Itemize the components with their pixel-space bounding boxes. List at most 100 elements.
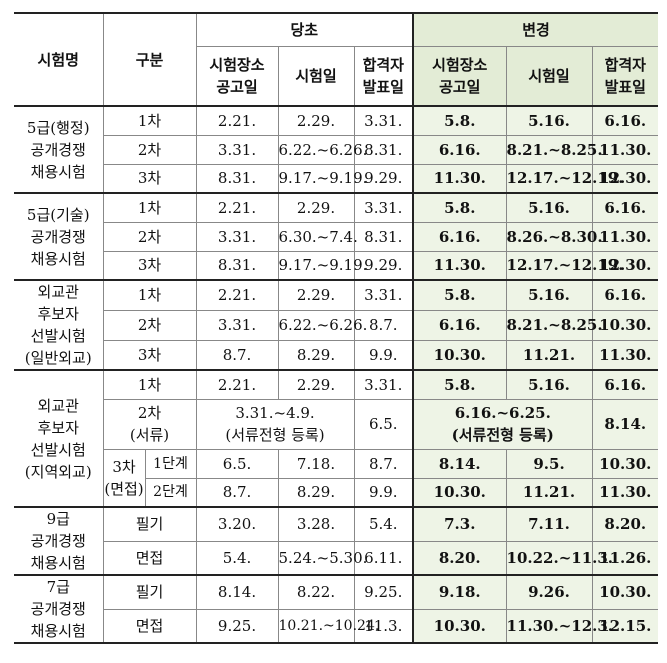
original-exam-cell: 8.29.	[277, 339, 355, 371]
header-changed-venue: 시험장소 공고일	[412, 45, 507, 107]
original-result-cell: 3.31.	[353, 369, 414, 400]
header-changed: 변경	[412, 12, 659, 47]
stage-cell: 2차 (서류)	[102, 398, 197, 450]
stage-cell: 1차	[102, 192, 197, 223]
original-venue-cell: 9.25.	[195, 608, 279, 644]
substage-cell: 1단계	[144, 448, 197, 479]
changed-result-cell: 12.15.	[591, 608, 659, 644]
group-name: 외교관 후보자 선발시험 (일반외교)	[14, 279, 104, 371]
changed-result-cell: 10.30.	[591, 309, 659, 341]
header-original-exam-date: 시험일	[277, 45, 355, 107]
changed-venue-cell: 5.8.	[412, 279, 507, 311]
changed-exam-cell: 5.16.	[505, 105, 593, 136]
stage-cell: 3차	[102, 339, 197, 371]
stage-cell: 2차	[102, 134, 197, 165]
original-exam-cell: 9.17.~9.19.	[277, 250, 367, 281]
original-result-cell: 3.31.	[353, 192, 414, 223]
stage-cell: 1차	[102, 369, 197, 400]
original-venue-cell: 3.31.	[195, 221, 279, 252]
stage-cell: 필기	[102, 574, 197, 610]
changed-exam-cell: 5.16.	[505, 369, 593, 400]
changed-exam-cell: 8.21.~8.25.	[505, 134, 603, 165]
changed-exam-cell: 5.16.	[505, 192, 593, 223]
original-exam-cell: 6.30.~7.4.	[277, 221, 358, 252]
original-venue-cell: 3.31.	[195, 134, 279, 165]
stage-cell: 2차	[102, 309, 197, 341]
original-merged-cell: 3.31.~4.9. (서류전형 등록)	[195, 398, 355, 450]
changed-exam-cell: 8.26.~8.30.	[505, 221, 603, 252]
original-venue-cell: 8.14.	[195, 574, 279, 610]
header-exam-name: 시험명	[14, 12, 104, 107]
original-exam-cell: 8.22.	[277, 574, 355, 610]
original-exam-cell: 7.18.	[277, 448, 355, 479]
changed-result-cell: 11.30.	[591, 339, 659, 371]
stage-cell: 2차	[102, 221, 197, 252]
stage-cell: 1차	[102, 105, 197, 136]
original-venue-cell: 2.21.	[195, 279, 279, 311]
changed-result-cell: 6.16.	[591, 105, 659, 136]
changed-exam-cell: 10.22.~11.3.	[505, 540, 613, 576]
original-result-cell: 5.4.	[353, 506, 414, 542]
original-venue-cell: 8.31.	[195, 250, 279, 281]
changed-exam-cell: 11.21.	[505, 339, 593, 371]
changed-venue-cell: 10.30.	[412, 608, 507, 644]
header-changed-result: 합격자 발표일	[591, 45, 659, 107]
header-original: 당초	[195, 12, 414, 47]
original-exam-cell: 6.22.~6.26.	[277, 309, 367, 341]
original-exam-cell: 2.29.	[277, 192, 355, 223]
substage-cell: 2단계	[144, 477, 197, 508]
changed-venue-cell: 10.30.	[412, 477, 507, 508]
changed-exam-cell: 12.17.~12.19.	[505, 250, 623, 281]
original-result-cell: 3.31.	[353, 279, 414, 311]
original-venue-cell: 2.21.	[195, 105, 279, 136]
original-result-cell: 9.9.	[353, 477, 414, 508]
changed-venue-cell: 10.30.	[412, 339, 507, 371]
changed-result-cell: 11.30.	[591, 221, 659, 252]
changed-exam-cell: 7.11.	[505, 506, 593, 542]
changed-result-cell: 11.30.	[591, 134, 659, 165]
changed-result-cell: 6.16.	[591, 369, 659, 400]
changed-exam-cell: 5.16.	[505, 279, 593, 311]
group-name: 9급 공개경쟁 채용시험	[14, 506, 104, 576]
changed-result-cell: 11.26.	[591, 540, 659, 576]
changed-result-cell: 10.30.	[591, 448, 659, 479]
changed-venue-cell: 6.16.	[412, 134, 507, 165]
changed-exam-cell: 11.21.	[505, 477, 593, 508]
original-result-cell: 9.9.	[353, 339, 414, 371]
changed-result-cell: 6.16.	[591, 192, 659, 223]
changed-venue-cell: 6.16.	[412, 309, 507, 341]
original-exam-cell: 9.17.~9.19.	[277, 163, 367, 194]
stage-cell: 면접	[102, 540, 197, 576]
group-name: 7급 공개경쟁 채용시험	[14, 574, 104, 644]
stage-cell: 면접	[102, 608, 197, 644]
changed-exam-cell: 11.30.~12.3.	[505, 608, 613, 644]
changed-venue-cell: 5.8.	[412, 105, 507, 136]
changed-merged-cell: 6.16.~6.25. (서류전형 등록)	[412, 398, 593, 450]
original-venue-cell: 3.20.	[195, 506, 279, 542]
original-result-cell: 8.31.	[353, 221, 414, 252]
stage-cell: 3차	[102, 250, 197, 281]
original-exam-cell: 8.29.	[277, 477, 355, 508]
original-result-cell: 8.7.	[353, 448, 414, 479]
changed-venue-cell: 5.8.	[412, 369, 507, 400]
original-result-cell: 9.29.	[353, 163, 414, 194]
original-venue-cell: 2.21.	[195, 192, 279, 223]
changed-result-cell: 8.14.	[591, 398, 659, 450]
original-exam-cell: 10.21.~10.24.	[277, 608, 379, 644]
changed-exam-cell: 8.21.~8.25.	[505, 309, 603, 341]
original-exam-cell: 5.24.~5.30.	[277, 540, 367, 576]
changed-venue-cell: 11.30.	[412, 163, 507, 194]
header-category: 구분	[102, 12, 197, 107]
original-result-cell: 9.25.	[353, 574, 414, 610]
original-venue-cell: 6.5.	[195, 448, 279, 479]
original-exam-cell: 2.29.	[277, 105, 355, 136]
changed-result-cell: 11.30.	[591, 477, 659, 508]
original-venue-cell: 2.21.	[195, 369, 279, 400]
header-original-result: 합격자 발표일	[353, 45, 414, 107]
original-venue-cell: 8.31.	[195, 163, 279, 194]
original-exam-cell: 3.28.	[277, 506, 355, 542]
changed-result-cell: 12.30.	[591, 250, 659, 281]
header-original-venue: 시험장소 공고일	[195, 45, 279, 107]
original-venue-cell: 8.7.	[195, 477, 279, 508]
original-venue-cell: 3.31.	[195, 309, 279, 341]
